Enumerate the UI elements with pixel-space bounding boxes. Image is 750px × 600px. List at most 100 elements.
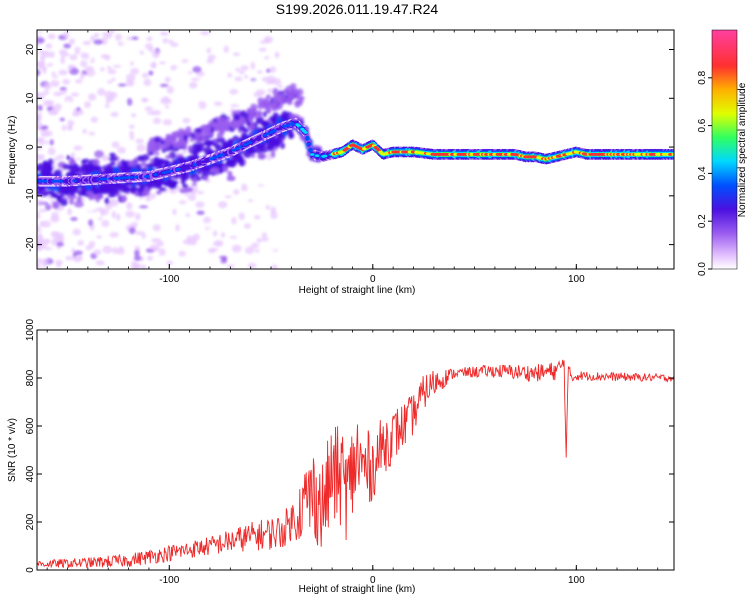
spectrogram-noise-blob <box>56 241 64 247</box>
spectrogram-band-blob <box>183 129 189 135</box>
spectrogram-noise-blob <box>54 103 62 111</box>
spectrogram-y-tick-label: 0 <box>25 144 36 150</box>
spectrogram-noise-blob <box>130 113 137 118</box>
spectrogram-noise-blob <box>133 255 142 262</box>
spectrogram-ridge-cell <box>129 175 134 179</box>
spectrogram-noise-blob <box>126 36 133 41</box>
spectrogram-noise-blob <box>69 54 78 61</box>
spectrogram-noise-blob <box>58 69 68 76</box>
spectrogram-band-blob <box>286 100 293 105</box>
spectrogram-noise-blob <box>136 144 146 152</box>
spectrogram-noise-blob <box>128 81 135 86</box>
spectrogram-ridge-cell <box>55 179 61 183</box>
spectrogram-noise-blob <box>73 145 83 151</box>
snr-y-tick-label: 600 <box>25 417 36 434</box>
spectrogram-scatter-blob <box>105 165 111 173</box>
spectrogram-noise-blob <box>70 92 80 97</box>
spectrogram-noise-blob <box>128 227 136 235</box>
spectrogram-scatter-blob <box>52 201 60 209</box>
snr-y-tick-label: 200 <box>25 513 36 530</box>
spectrogram-ridge-cell <box>306 142 312 146</box>
spectrogram-noise-blob <box>93 32 100 38</box>
spectrogram-noise-blob <box>162 38 169 44</box>
snr-plot-area <box>37 330 674 570</box>
spectrogram-noise-blob <box>88 219 94 227</box>
spectrogram-noise-blob <box>37 61 46 68</box>
spectrogram-noise-blob <box>78 255 83 261</box>
spectrogram-noise-blob <box>170 42 179 48</box>
spectrogram-band-blob <box>296 88 304 96</box>
spectrogram-noise-blob <box>229 201 237 207</box>
spectrogram-noise-blob <box>67 208 73 216</box>
spectrogram-noise-blob <box>104 103 110 108</box>
spectrogram-noise-blob <box>70 152 76 158</box>
spectrogram-band-blob <box>283 96 288 101</box>
spectrogram-band-blob <box>261 101 267 106</box>
spectrogram-noise-blob <box>79 72 85 80</box>
spectrogram-scatter-blob <box>56 195 62 202</box>
spectrogram-noise-blob <box>37 138 45 142</box>
spectrogram-band-blob <box>216 132 222 140</box>
spectrogram-noise-blob <box>265 204 271 210</box>
spectrogram-noise-blob <box>264 55 270 60</box>
spectrogram-noise-blob <box>266 68 271 73</box>
spectrogram-noise-blob <box>109 232 119 238</box>
spectrogram-ridge-cell <box>52 179 58 183</box>
spectrogram-noise-blob <box>135 138 144 144</box>
spectrogram-scatter-blob <box>195 146 202 153</box>
spectrogram-ridge-cell <box>77 179 82 182</box>
spectrogram-ridge-cell <box>195 162 201 165</box>
spectrogram-noise-blob <box>94 124 102 132</box>
spectrogram-band-blob <box>285 85 294 93</box>
spectrogram-noise-blob <box>50 79 60 88</box>
spectrogram-noise-blob <box>126 202 133 210</box>
spectrogram-noise-blob <box>233 188 240 195</box>
spectrogram-noise-blob <box>43 82 52 91</box>
spectrogram-scatter-blob <box>250 153 256 158</box>
spectrogram-noise-blob <box>50 231 60 239</box>
spectrogram-noise-blob <box>40 129 49 138</box>
spectrogram-noise-blob <box>125 73 136 82</box>
spectrogram-noise-blob <box>129 132 135 141</box>
spectrogram-ridge-cell <box>243 143 248 147</box>
spectrogram-noise-blob <box>122 39 131 48</box>
spectrogram-noise-blob <box>258 47 267 52</box>
spectrogram-band-blob <box>183 134 189 142</box>
snr-y-tick-label: 1000 <box>25 318 36 341</box>
spectrogram-ridge-cell <box>235 147 240 151</box>
spectrogram-noise-blob <box>112 64 122 68</box>
spectrogram-band-blob <box>170 132 176 138</box>
spectrogram-noise-blob <box>230 104 240 108</box>
spectrogram-ridge-cell <box>83 178 89 182</box>
spectrogram-scatter-blob <box>163 181 172 187</box>
spectrogram-noise-blob <box>82 40 92 46</box>
spectrogram-noise-blob <box>37 116 41 124</box>
spectrogram-noise-blob <box>197 190 204 195</box>
spectrogram-noise-blob <box>37 147 42 151</box>
spectrogram-noise-blob <box>166 85 174 94</box>
spectrogram-band-blob <box>195 127 203 133</box>
spectrogram-noise-blob <box>144 106 154 112</box>
spectrogram-noise-blob <box>101 219 110 228</box>
spectrogram-noise-blob <box>37 142 41 147</box>
spectrogram-noise-blob <box>37 112 42 118</box>
spectrogram-scatter-blob <box>158 187 167 192</box>
spectrogram-band-blob <box>160 143 167 150</box>
spectrogram-noise-blob <box>101 155 110 162</box>
spectrogram-scatter-blob <box>69 199 74 205</box>
spectrogram-noise-blob <box>106 66 112 70</box>
spectrogram-noise-blob <box>145 196 151 202</box>
spectrogram-ridge-cell <box>122 176 128 180</box>
spectrogram-scatter-blob <box>113 166 119 175</box>
spectrogram-noise-blob <box>144 43 153 50</box>
spectrogram-ridge-cell <box>42 179 48 183</box>
spectrogram-noise-blob <box>152 224 161 232</box>
spectrogram-scatter-blob <box>147 181 156 189</box>
spectrogram-noise-blob <box>37 250 41 256</box>
spectrogram-noise-blob <box>244 74 249 79</box>
snr-x-tick-label: 100 <box>568 575 585 586</box>
spectrogram-scatter-blob <box>62 163 70 170</box>
spectrogram-noise-blob <box>208 37 214 43</box>
snr-y-tick-label: 400 <box>25 465 36 482</box>
